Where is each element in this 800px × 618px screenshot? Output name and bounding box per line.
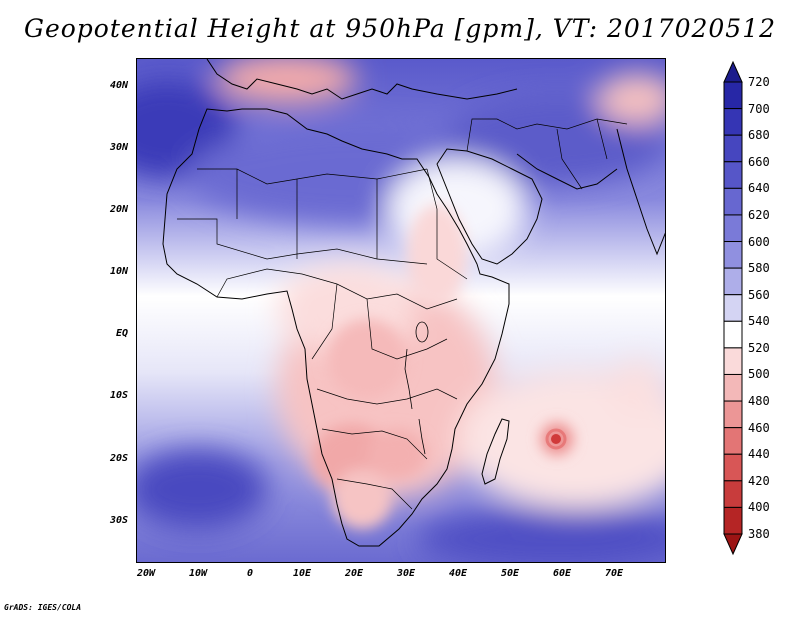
colorbar-swatch bbox=[723, 81, 743, 110]
colorbar-tick-label: 720 bbox=[748, 75, 770, 89]
lat-label-eq: EQ bbox=[115, 328, 128, 339]
colorbar-tick-label: 580 bbox=[748, 261, 770, 276]
colorbar-tick-label: 660 bbox=[748, 154, 770, 169]
colorbar-tick-label: 620 bbox=[748, 207, 770, 222]
colorbar-top-arrow bbox=[723, 60, 743, 83]
lon-label-30e: 30E bbox=[396, 568, 416, 579]
lon-label-40e: 40E bbox=[448, 568, 468, 579]
colorbar-swatch bbox=[723, 294, 743, 322]
colorbar-swatch bbox=[723, 400, 743, 429]
colorbar-swatch bbox=[723, 267, 743, 296]
lon-label-20e: 20E bbox=[344, 568, 364, 579]
colorbar-tick-label: 380 bbox=[748, 527, 770, 541]
colorbar-swatch bbox=[723, 161, 743, 189]
lat-label-20s: 20S bbox=[109, 453, 128, 464]
iran-coastline bbox=[516, 153, 618, 190]
lon-label-70e: 70E bbox=[604, 568, 624, 579]
colorbar-tick-label: 680 bbox=[748, 128, 770, 143]
footer-credit: GrADS: IGES/COLA bbox=[4, 603, 82, 612]
lat-label-30s: 30S bbox=[109, 515, 128, 526]
colorbar-swatch bbox=[723, 427, 743, 455]
africa-coastline bbox=[162, 108, 510, 547]
india-coastline bbox=[616, 128, 665, 256]
lon-label-0: 0 bbox=[246, 568, 254, 579]
colorbar-tick-label: 500 bbox=[748, 367, 770, 382]
colorbar-tick-label: 480 bbox=[748, 394, 770, 409]
lakes bbox=[404, 321, 429, 455]
colorbar-tick-label: 420 bbox=[748, 473, 770, 488]
colorbar-tick-label: 520 bbox=[748, 340, 770, 355]
coastlines bbox=[162, 59, 665, 547]
lat-label-30n: 30N bbox=[109, 142, 128, 153]
colorbar-tick-label: 700 bbox=[748, 101, 770, 116]
colorbar-swatch bbox=[723, 373, 743, 402]
lon-label-10e: 10E bbox=[292, 568, 312, 579]
colorbar-tick-label: 460 bbox=[748, 420, 770, 435]
colorbar-tick-label: 600 bbox=[748, 234, 770, 249]
arabia-coastline bbox=[436, 148, 543, 265]
lat-label-10n: 10N bbox=[109, 266, 128, 277]
colorbar-tick-label: 560 bbox=[748, 287, 770, 302]
colorbar bbox=[723, 60, 743, 556]
lat-label-40n: 40N bbox=[109, 80, 128, 91]
colorbar-swatch bbox=[723, 480, 743, 508]
colorbar-tick-label: 640 bbox=[748, 181, 770, 196]
lat-label-10s: 10S bbox=[109, 390, 128, 401]
colorbar-swatch bbox=[723, 506, 743, 535]
colorbar-swatch bbox=[723, 187, 743, 216]
colorbar-tick-label: 400 bbox=[748, 500, 770, 515]
lon-label-20w: 20W bbox=[136, 568, 156, 579]
colorbar-swatch bbox=[723, 108, 743, 136]
lon-label-10w: 10W bbox=[188, 568, 208, 579]
colorbar-tick-label: 540 bbox=[748, 314, 770, 329]
colorbar-swatch bbox=[723, 214, 743, 243]
lon-label-50e: 50E bbox=[500, 568, 520, 579]
europe-coastline bbox=[206, 59, 518, 100]
lon-label-60e: 60E bbox=[552, 568, 572, 579]
lat-label-20n: 20N bbox=[109, 204, 128, 215]
map-panel bbox=[136, 58, 666, 563]
colorbar-tick-label: 440 bbox=[748, 447, 770, 462]
country-borders bbox=[177, 118, 628, 510]
colorbar-swatch bbox=[723, 241, 743, 269]
madagascar-coastline bbox=[481, 418, 510, 485]
colorbar-swatch bbox=[723, 347, 743, 375]
map-title: Geopotential Height at 950hPa [gpm], VT:… bbox=[23, 14, 777, 43]
colorbar-swatch bbox=[723, 134, 743, 163]
colorbar-bottom-arrow bbox=[723, 533, 743, 556]
colorbar-swatch bbox=[723, 453, 743, 482]
colorbar-swatch bbox=[723, 320, 743, 349]
geopotential-map bbox=[137, 59, 665, 562]
